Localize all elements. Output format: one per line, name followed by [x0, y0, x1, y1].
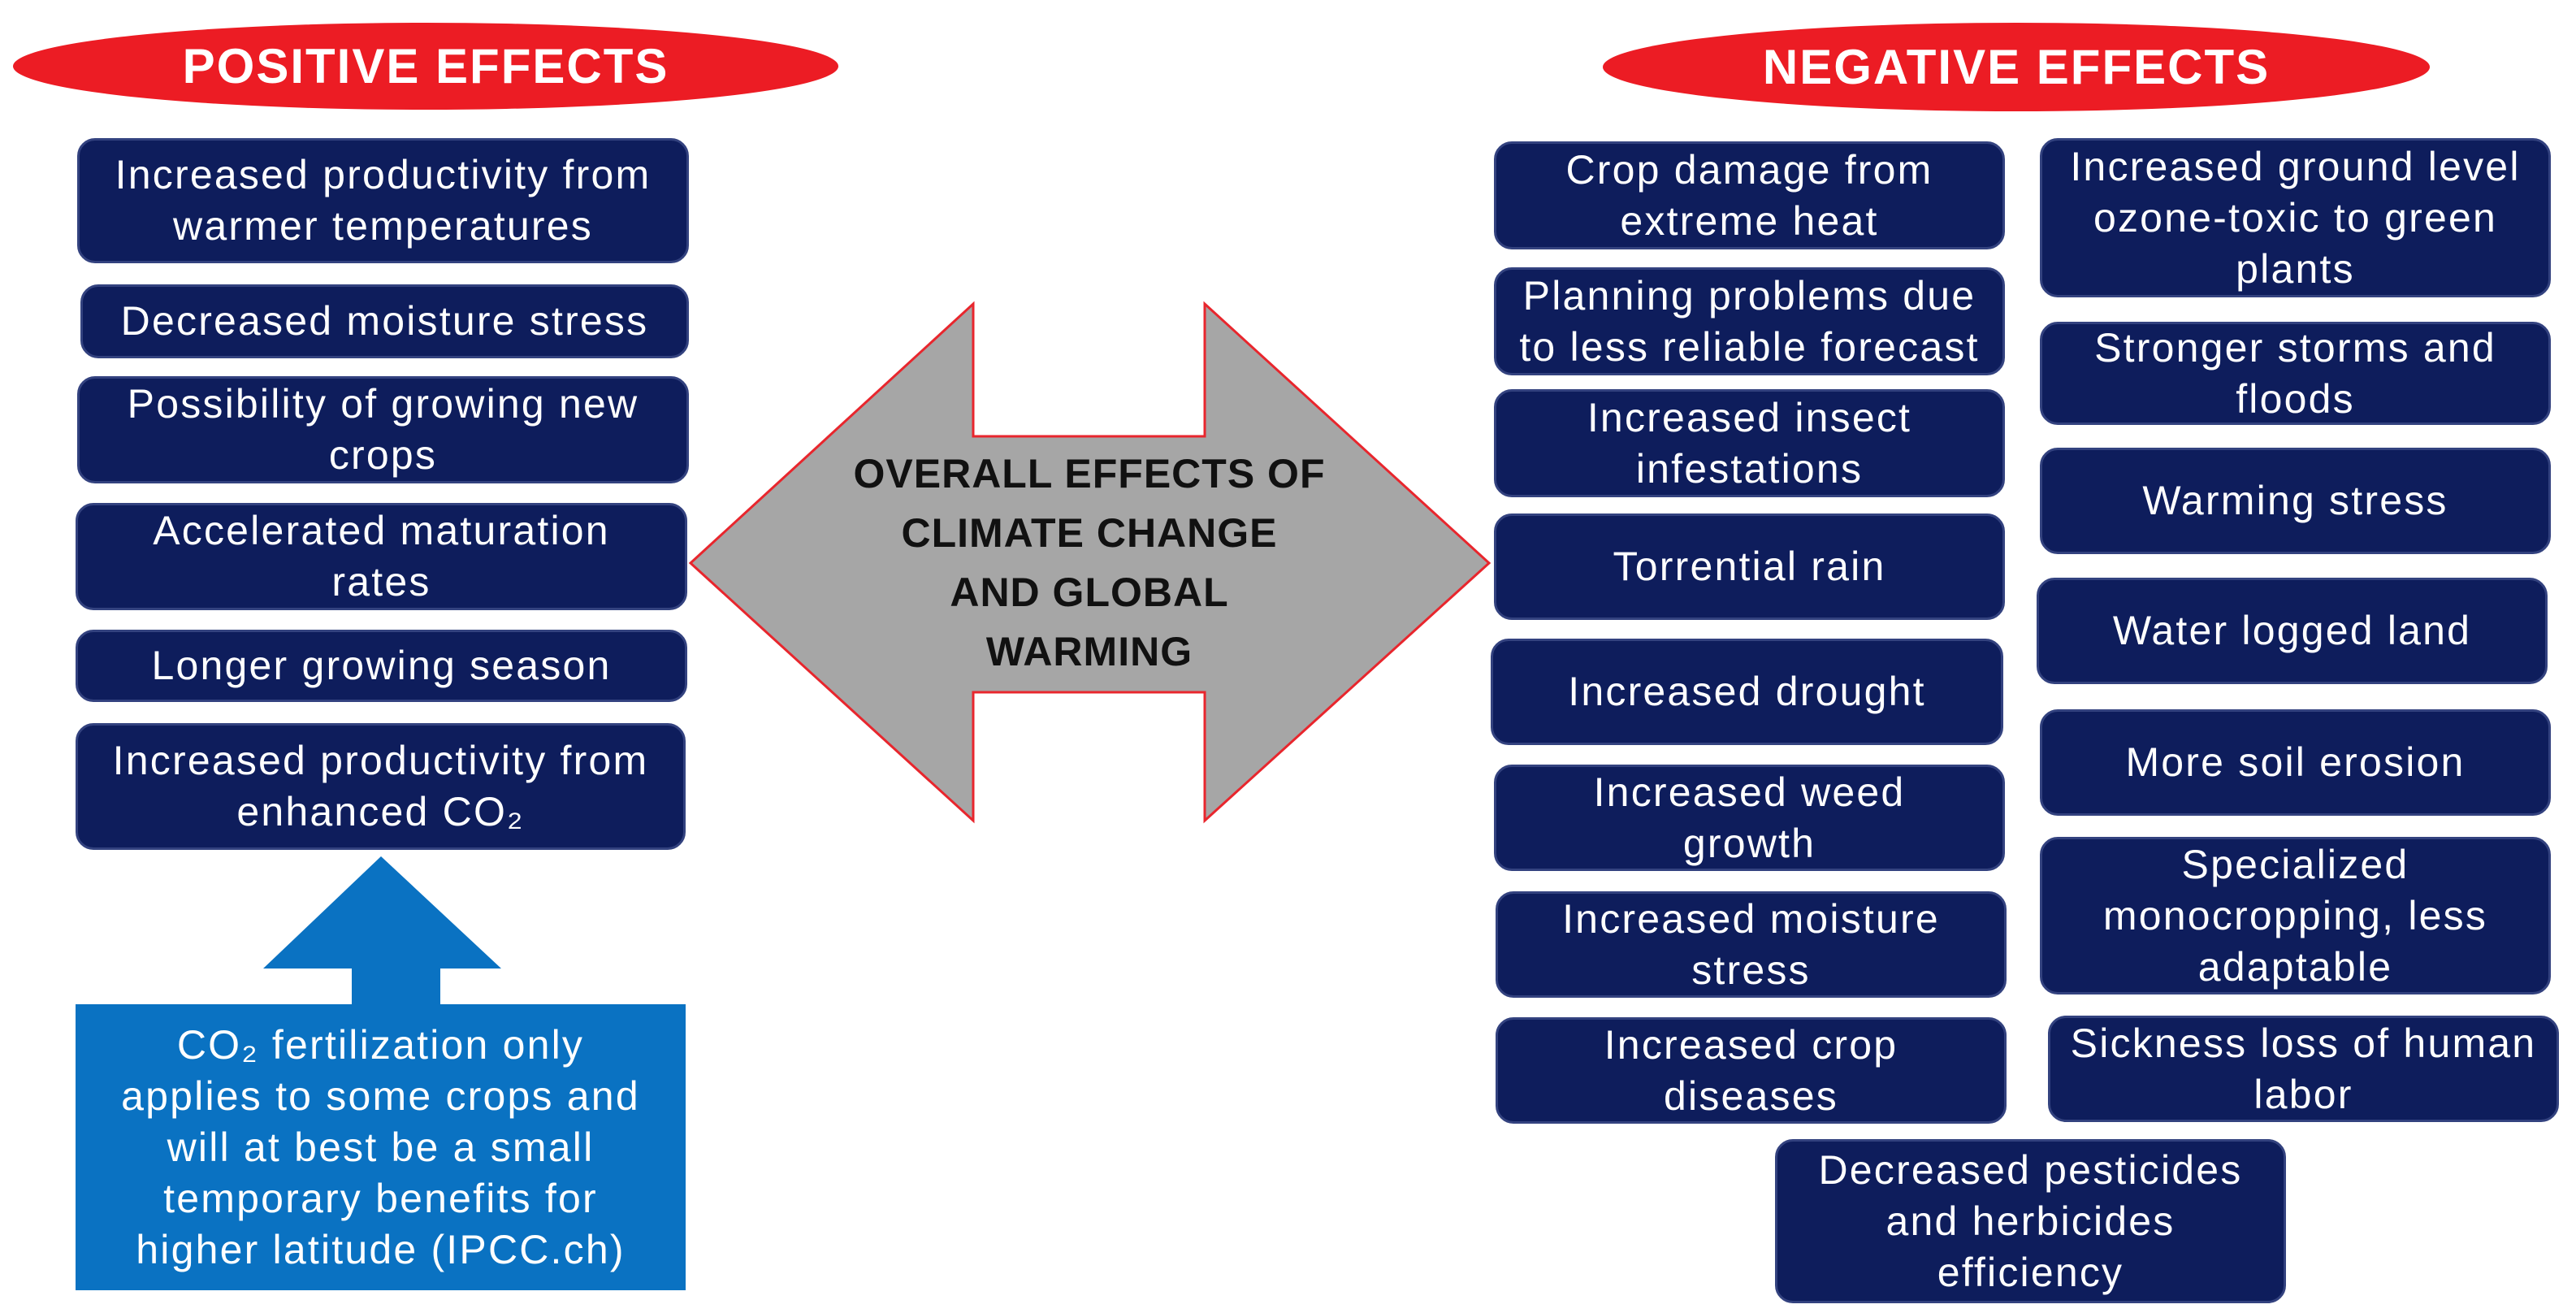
negative-effect-label: Increased crop diseases: [1604, 1021, 1898, 1119]
negative-effect-col1-7: Increased moisture stress: [1496, 891, 2007, 998]
co2-note-text: CO₂ fertilization only applies to some c…: [121, 1021, 640, 1272]
negative-effect-col1-8: Increased crop diseases: [1496, 1017, 2007, 1124]
negative-effect-bottom: Decreased pesticides and herbicides effi…: [1775, 1139, 2286, 1303]
negative-effect-label: Water logged land: [2112, 608, 2472, 653]
negative-effect-label: Stronger storms and floods: [2094, 324, 2496, 422]
co2-up-arrow: [263, 856, 501, 1008]
positive-effect-label: Increased productivity from enhanced CO₂: [112, 738, 649, 834]
negative-effects-banner: NEGATIVE EFFECTS: [1603, 23, 2430, 111]
negative-effect-label: Planning problems due to less reliable f…: [1519, 272, 1980, 370]
positive-effects-banner: POSITIVE EFFECTS: [13, 23, 838, 110]
negative-effect-col2-6: Specialized monocropping, less adaptable: [2040, 837, 2551, 994]
positive-effect-label: Increased productivity from warmer tempe…: [115, 152, 652, 249]
negative-effect-col1-1: Crop damage from extreme heat: [1494, 141, 2005, 249]
negative-effect-label: More soil erosion: [2125, 739, 2466, 785]
positive-effect-label: Possibility of growing new crops: [127, 381, 639, 478]
negative-effect-col2-4: Water logged land: [2037, 578, 2548, 684]
negative-effect-col2-7: Sickness loss of human labor: [2048, 1016, 2559, 1122]
negative-effect-col2-2: Stronger storms and floods: [2040, 322, 2551, 425]
negative-effect-label: Increased insect infestations: [1587, 394, 1912, 492]
negative-effect-label: Warming stress: [2142, 478, 2448, 523]
negative-effect-label: Torrential rain: [1613, 544, 1886, 589]
positive-effects-title: POSITIVE EFFECTS: [182, 39, 669, 93]
positive-effect-6: Increased productivity from enhanced CO₂: [76, 723, 686, 850]
negative-effect-col2-3: Warming stress: [2040, 448, 2551, 554]
negative-effect-col1-5: Increased drought: [1491, 639, 2003, 745]
positive-effect-label: Longer growing season: [151, 643, 612, 688]
negative-effect-col1-4: Torrential rain: [1494, 514, 2005, 620]
positive-effect-4: Accelerated maturation rates: [76, 503, 687, 610]
negative-effect-label: Increased drought: [1568, 669, 1926, 714]
negative-effect-col1-6: Increased weed growth: [1494, 765, 2005, 871]
negative-effect-col2-1: Increased ground level ozone-toxic to gr…: [2040, 138, 2551, 297]
negative-effect-col1-3: Increased insect infestations: [1494, 389, 2005, 497]
positive-effect-label: Decreased moisture stress: [120, 298, 649, 344]
co2-fertilization-note: CO₂ fertilization only applies to some c…: [76, 1004, 686, 1290]
negative-effect-col2-5: More soil erosion: [2040, 709, 2551, 816]
negative-effect-col1-2: Planning problems due to less reliable f…: [1494, 267, 2005, 375]
positive-effect-5: Longer growing season: [76, 630, 687, 702]
positive-effect-1: Increased productivity from warmer tempe…: [77, 138, 689, 263]
center-double-arrow: [688, 301, 1491, 824]
positive-effect-3: Possibility of growing new crops: [77, 376, 689, 483]
positive-effect-2: Decreased moisture stress: [80, 284, 689, 358]
negative-effect-label: Decreased pesticides and herbicides effi…: [1818, 1146, 2243, 1295]
negative-effect-label: Specialized monocropping, less adaptable: [2102, 841, 2488, 990]
negative-effect-label: Increased ground level ozone-toxic to gr…: [2070, 143, 2521, 292]
negative-effect-label: Crop damage from extreme heat: [1565, 146, 1933, 244]
overall-effects-label: OVERALL EFFECTS OF CLIMATE CHANGE AND GL…: [853, 451, 1326, 674]
negative-effects-title: NEGATIVE EFFECTS: [1762, 40, 2271, 94]
negative-effect-label: Increased weed growth: [1593, 769, 1906, 866]
negative-effect-label: Sickness loss of human labor: [2070, 1020, 2537, 1117]
positive-effect-label: Accelerated maturation rates: [153, 508, 610, 604]
negative-effect-label: Increased moisture stress: [1562, 895, 1940, 993]
